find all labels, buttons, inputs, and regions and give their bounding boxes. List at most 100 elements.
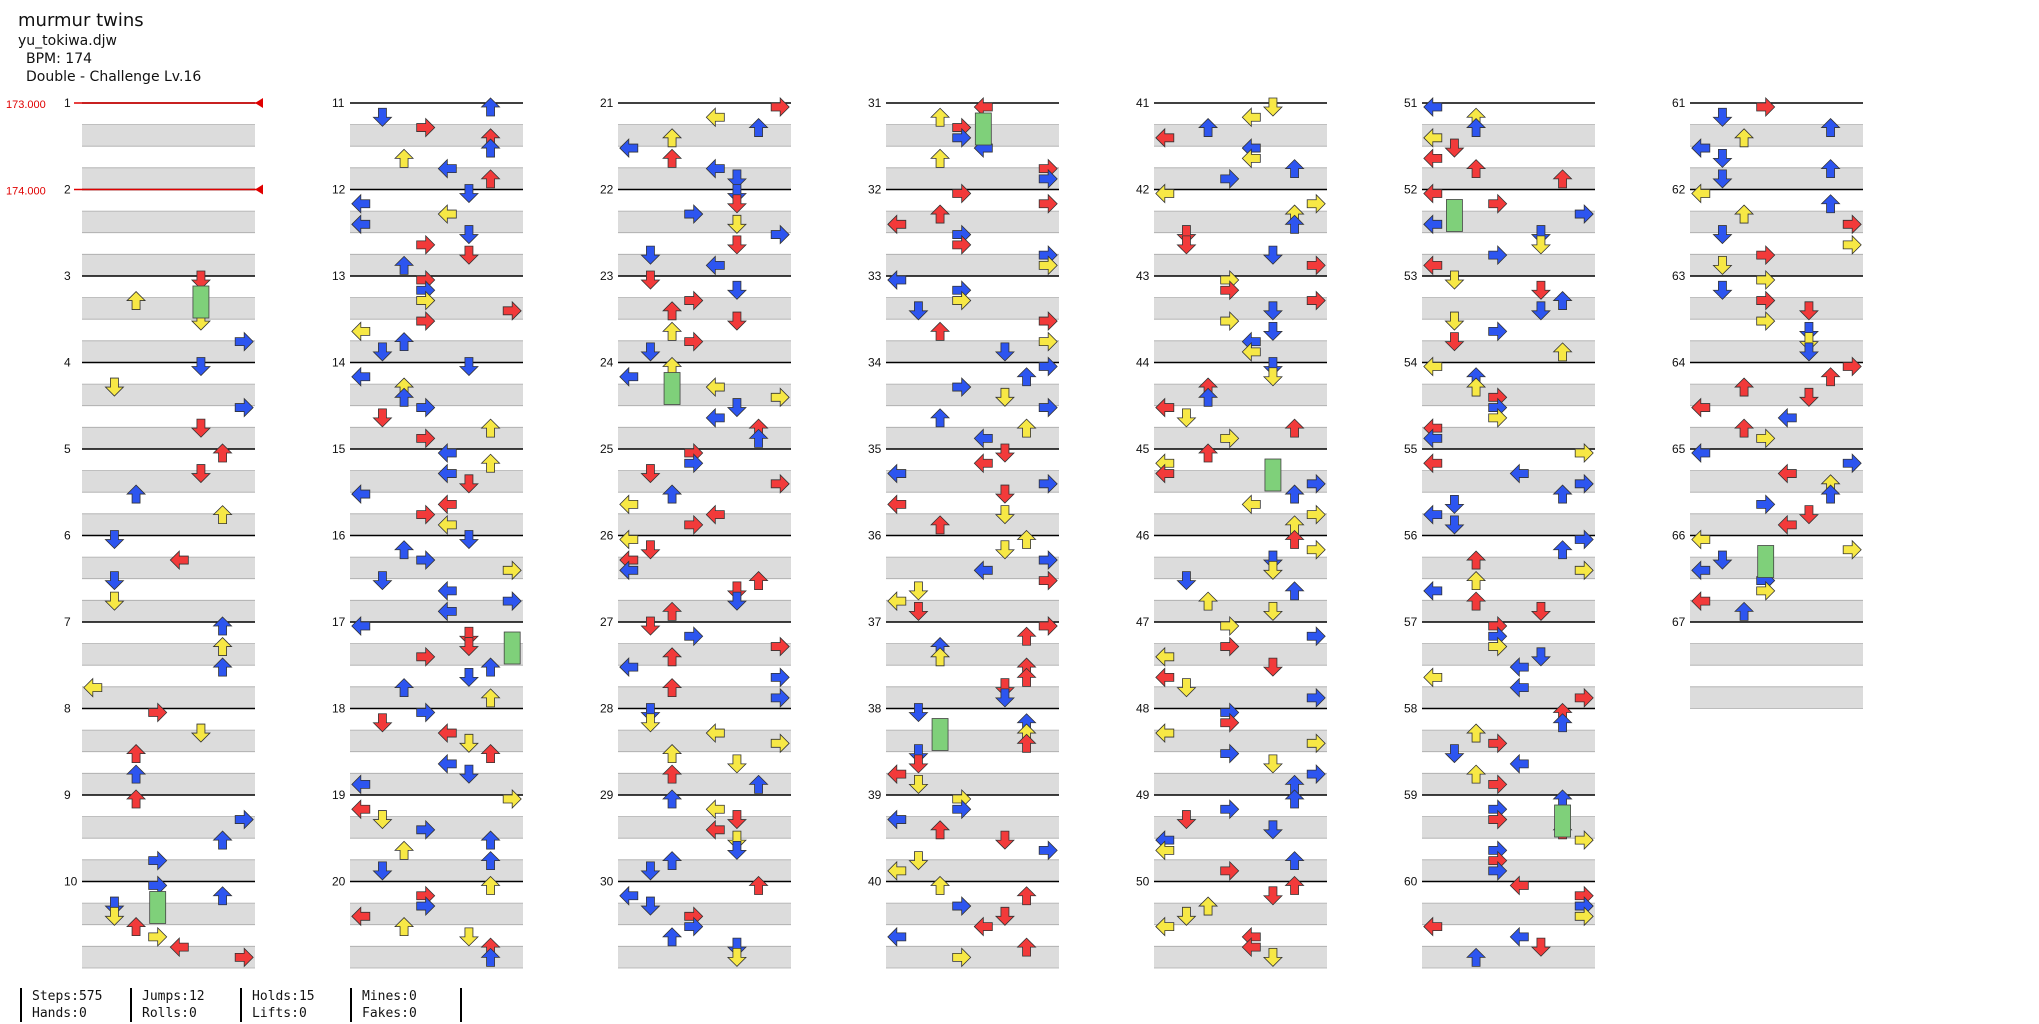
measure-1: 1 xyxy=(64,96,255,190)
beat-stripe xyxy=(350,470,523,493)
arrow-up-icon xyxy=(1552,342,1573,362)
measure-number: 35 xyxy=(868,442,882,456)
arrow-down-icon xyxy=(640,464,661,484)
measure-number: 21 xyxy=(600,96,614,110)
arrow-right-icon xyxy=(952,947,972,968)
beat-stripe xyxy=(82,211,255,233)
arrow-left-icon xyxy=(1423,127,1443,148)
stat-jumps: Jumps:12 xyxy=(142,989,205,1004)
arrow-right-icon xyxy=(1038,255,1058,276)
arrow-up-icon xyxy=(1466,377,1487,397)
arrow-right-icon xyxy=(1038,570,1058,591)
beat-stripe xyxy=(82,384,255,406)
measure-50: 50 xyxy=(1136,875,1327,969)
beat-stripe xyxy=(350,340,523,363)
arrow-up-icon xyxy=(662,764,683,784)
beat-stripe xyxy=(618,643,791,666)
beat-stripe xyxy=(1690,297,1863,320)
arrow-right-icon xyxy=(502,789,522,809)
measure-number: 46 xyxy=(1136,529,1150,543)
bpm-change-marker: 173.000 xyxy=(6,98,263,111)
beat-stripe xyxy=(350,600,523,622)
arrow-down-icon xyxy=(458,357,479,377)
beat-stripe xyxy=(618,470,791,493)
arrow-left-icon xyxy=(437,580,457,601)
arrow-down-icon xyxy=(458,733,479,753)
hold-body xyxy=(1554,804,1571,838)
arrow-right-icon xyxy=(1488,733,1508,754)
arrow-up-icon xyxy=(1466,591,1487,611)
arrow-left-icon xyxy=(1423,453,1443,474)
measure-number: 30 xyxy=(600,875,614,889)
arrow-up-icon xyxy=(662,601,683,621)
beat-stripe xyxy=(1154,600,1327,622)
arrow-up-icon xyxy=(662,128,683,148)
arrow-right-icon xyxy=(1306,733,1326,754)
arrow-right-icon xyxy=(1220,616,1240,636)
arrow-up-icon xyxy=(930,148,951,168)
arrow-right-icon xyxy=(416,428,436,449)
arrow-right-icon xyxy=(1574,204,1594,225)
arrow-left-icon xyxy=(1241,937,1261,958)
arrow-up-icon xyxy=(930,321,951,341)
arrow-left-icon xyxy=(1241,341,1261,362)
measure-number: 44 xyxy=(1136,356,1150,370)
measure-47: 47 xyxy=(1136,615,1327,709)
measure-number: 1 xyxy=(64,96,71,110)
stats-col-holds: Holds:15 Lifts:0 xyxy=(240,988,350,1022)
beat-stripe xyxy=(350,643,523,666)
beat-stripe xyxy=(886,600,1059,622)
arrow-left-icon xyxy=(705,255,725,276)
beat-stripe xyxy=(1154,427,1327,449)
arrow-left-icon xyxy=(1691,529,1711,550)
measure-number: 10 xyxy=(64,875,78,889)
arrow-up-icon xyxy=(394,255,415,275)
arrow-down-icon xyxy=(1262,948,1283,967)
measure-number: 5 xyxy=(64,442,71,456)
arrow-right-icon xyxy=(416,290,436,311)
arrow-up-icon xyxy=(1016,626,1037,646)
hold-body xyxy=(503,631,521,665)
arrow-left-icon xyxy=(351,616,371,636)
arrow-left-icon xyxy=(619,138,639,159)
arrow-down-icon xyxy=(1444,138,1465,158)
difficulty-label: Double - Challenge Lv.16 xyxy=(26,69,202,85)
beat-stripe xyxy=(82,167,255,190)
arrow-up-icon xyxy=(394,540,415,560)
arrow-right-icon xyxy=(234,397,254,418)
beat-stripe xyxy=(886,470,1059,493)
measure-28: 28 xyxy=(600,702,791,796)
measure-17: 17 xyxy=(332,615,523,709)
beat-stripe xyxy=(1690,686,1863,709)
measure-31: 31 xyxy=(868,96,1059,190)
measure-number: 42 xyxy=(1136,183,1150,197)
arrow-down-icon xyxy=(1798,387,1819,407)
beat-stripe xyxy=(1690,557,1863,579)
beat-stripe xyxy=(1154,557,1327,579)
measure-11: 11 xyxy=(332,96,523,190)
arrow-down-icon xyxy=(640,540,661,560)
measure-40: 40 xyxy=(868,875,1059,969)
arrow-down-icon xyxy=(372,713,393,733)
beat-stripe xyxy=(1422,513,1595,536)
arrow-up-icon xyxy=(1820,194,1841,214)
arrow-left-icon xyxy=(887,463,907,484)
arrow-right-icon xyxy=(1488,407,1508,428)
arrow-right-icon xyxy=(1756,428,1776,449)
measure-34: 34 xyxy=(868,356,1059,450)
beat-stripe xyxy=(618,859,791,882)
arrow-left-icon xyxy=(973,560,993,581)
arrow-right-icon xyxy=(952,896,972,917)
arrow-up-icon xyxy=(212,505,233,525)
arrow-down-icon xyxy=(726,214,747,234)
arrow-right-icon xyxy=(1488,809,1508,830)
beat-stripe xyxy=(82,946,255,968)
arrow-right-icon xyxy=(1038,616,1058,636)
arrow-right-icon xyxy=(1842,453,1862,474)
arrow-left-icon xyxy=(437,158,457,179)
beat-stripe xyxy=(1690,254,1863,276)
arrow-left-icon xyxy=(887,809,907,830)
beat-stripe xyxy=(1154,686,1327,709)
arrow-down-icon xyxy=(994,443,1015,463)
bpm-change-label: 173.000 xyxy=(6,99,46,111)
